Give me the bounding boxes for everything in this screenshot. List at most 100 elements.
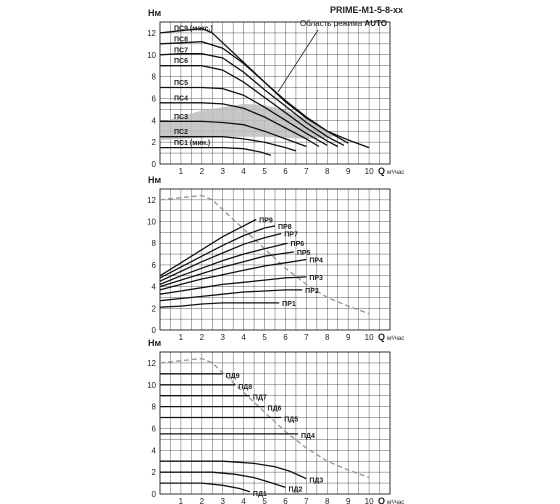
x-tick-label: 7: [304, 167, 309, 176]
y-tick-label: 12: [147, 196, 156, 205]
x-tick-label: 4: [241, 497, 246, 504]
y-tick-label: 0: [152, 490, 157, 499]
series-line: [159, 41, 349, 144]
series-label: ПД8: [238, 384, 252, 391]
series-label: ПД2: [288, 486, 302, 493]
x-tick-label: 2: [200, 167, 205, 176]
series-label: ПР2: [305, 288, 319, 295]
x-tick-label: 5: [262, 497, 267, 504]
auto-mode-leader: [277, 29, 319, 93]
series-line: [159, 225, 276, 279]
series-line: [159, 251, 294, 288]
x-tick-label: 4: [241, 167, 246, 176]
series-line: [160, 471, 286, 489]
x-tick-label: 6: [283, 167, 288, 176]
x-tick-label: 2: [200, 333, 205, 342]
series-label: ПР6: [291, 241, 305, 248]
auto-region: [160, 103, 338, 140]
y-tick-label: 8: [152, 73, 157, 82]
series-label: ПС6: [174, 58, 188, 65]
series-line: [160, 482, 251, 493]
series-line: [159, 53, 345, 146]
y-axis-title: Hм: [148, 8, 161, 18]
max-curve: [159, 194, 370, 315]
x-tick-label: 9: [346, 167, 351, 176]
series-label: ПС2: [174, 129, 188, 136]
y-tick-label: 4: [152, 283, 157, 292]
series-label: ПР5: [297, 250, 311, 257]
x-tick-label: 4: [241, 333, 246, 342]
plot-frame: [159, 21, 391, 165]
x-tick-label: 8: [325, 333, 330, 342]
x-tick-label: 10: [365, 333, 374, 342]
series-label: ПД6: [268, 406, 282, 413]
x-tick-label: 3: [221, 497, 226, 504]
series-label: ПС5: [174, 80, 188, 87]
model-title: PRIME-M1-5-8-xx: [330, 5, 403, 15]
series-line: [160, 86, 328, 146]
plot-frame: [159, 188, 391, 331]
x-tick-label: 10: [365, 497, 374, 504]
y-tick-label: 4: [152, 116, 157, 125]
y-tick-label: 2: [152, 138, 157, 147]
series-line: [159, 258, 307, 291]
series-label: ПР4: [309, 258, 323, 265]
series-label: ПД9: [226, 373, 240, 380]
chart-constant-pressure: ПС9 (макс.) ПС8 ПС7 ПС6 ПС5 ПС4 ПС3 ПС2 ПС1 (мин…: [147, 8, 404, 176]
y-tick-label: 12: [147, 29, 156, 38]
y-tick-label: 2: [152, 468, 157, 477]
figure-header: PRIME-M1-5-8-xx Область режима AUTO: [277, 5, 403, 93]
series-label: ПС3: [174, 114, 188, 121]
x-tick-label: 3: [221, 167, 226, 176]
y-tick-label: 8: [152, 403, 157, 412]
series-line: [160, 102, 320, 148]
series-label: ПД5: [284, 417, 298, 424]
x-axis-unit: м³/час: [387, 170, 404, 176]
y-tick-label: 10: [147, 51, 156, 60]
x-axis-title: Q: [378, 166, 385, 176]
x-tick-label: 1: [179, 333, 184, 342]
y-tick-label: 0: [152, 326, 157, 335]
x-tick-label: 8: [325, 167, 330, 176]
series-label: ПД7: [253, 395, 267, 402]
series-line: [159, 276, 307, 295]
series-label: ПС1 (мин.): [174, 140, 210, 147]
x-tick-label: 7: [304, 333, 309, 342]
series-label: ПД4: [301, 433, 315, 440]
series-label: ПР7: [284, 231, 298, 238]
series-label: ПС7: [174, 47, 188, 54]
x-tick-label: 3: [221, 333, 226, 342]
x-tick-label: 1: [179, 167, 184, 176]
series-label: ПД3: [309, 478, 323, 485]
x-tick-label: 1: [179, 497, 184, 504]
series-label: ПС4: [174, 95, 188, 102]
series-line: [160, 146, 271, 156]
x-tick-label: 10: [365, 167, 374, 176]
x-axis-title: Q: [378, 496, 385, 504]
x-tick-label: 5: [262, 333, 267, 342]
series-label: ПР1: [282, 301, 296, 308]
y-tick-label: 4: [152, 446, 157, 455]
series-line: [159, 242, 288, 286]
series-line: [160, 65, 338, 148]
series-label: ПД1: [253, 491, 267, 498]
series-line: [160, 460, 307, 480]
x-axis-unit: м³/час: [387, 500, 404, 504]
auto-mode-text: Область режима: [300, 19, 364, 28]
auto-mode-label: Область режима AUTO: [300, 19, 387, 28]
y-tick-label: 6: [152, 94, 157, 103]
x-tick-label: 8: [325, 497, 330, 504]
y-tick-label: 12: [147, 359, 156, 368]
series-line: [160, 120, 307, 148]
series-line: [159, 289, 303, 302]
x-tick-label: 6: [283, 333, 288, 342]
series-line: [159, 218, 257, 277]
y-axis-title: Hм: [148, 338, 161, 348]
max-curve: [159, 357, 370, 479]
y-tick-label: 6: [152, 424, 157, 433]
y-tick-label: 8: [152, 239, 157, 248]
x-tick-label: 9: [346, 497, 351, 504]
x-tick-label: 5: [262, 167, 267, 176]
